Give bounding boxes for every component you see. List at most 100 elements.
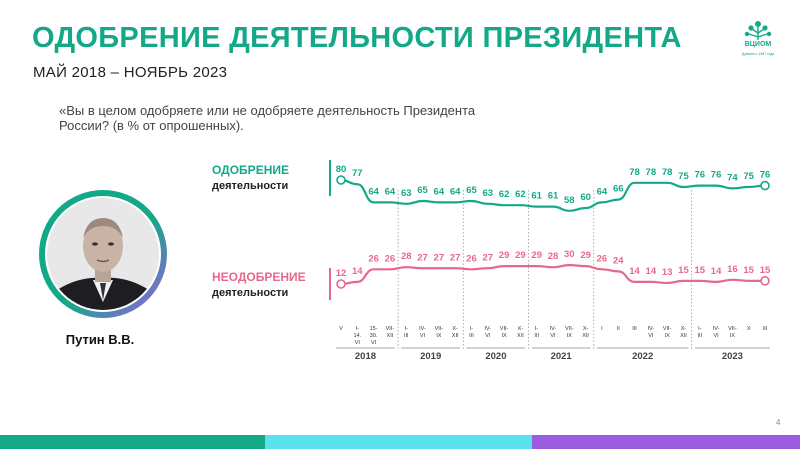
data-label: 26 — [466, 253, 477, 264]
data-label: 30 — [564, 249, 575, 260]
data-label: 64 — [434, 186, 445, 197]
data-label: 62 — [515, 189, 526, 200]
data-label: 64 — [450, 186, 461, 197]
page-number: 4 — [776, 418, 781, 427]
portrait-photo — [39, 190, 167, 318]
x-tick-label: X — [747, 326, 751, 332]
x-tick-label: I-III — [469, 326, 474, 339]
x-tick-label: IV-VI — [550, 326, 557, 339]
footer-bar-purple — [532, 435, 800, 449]
series-line-0 — [340, 178, 766, 212]
data-label: 64 — [368, 186, 379, 197]
data-label: 15 — [743, 265, 754, 276]
x-tick-label: II — [617, 326, 621, 332]
x-tick-label: X-XII — [517, 326, 524, 339]
approval-sublabel: деятельности — [212, 180, 289, 192]
data-label: 65 — [466, 185, 477, 196]
data-label: 76 — [760, 170, 771, 181]
x-tick-label: X-XII — [452, 326, 459, 339]
data-label: 14 — [646, 266, 657, 277]
person-name: Путин В.В. — [65, 332, 135, 347]
data-label: 58 — [564, 195, 575, 206]
data-label: 12 — [336, 268, 347, 279]
x-tick-label: VII-IX — [728, 326, 737, 339]
data-label: 60 — [580, 192, 591, 203]
series-start-point-1 — [336, 279, 346, 289]
data-label: 14 — [711, 266, 722, 277]
footer-bar-teal — [0, 435, 265, 449]
logo-name: ВЦИОМ — [744, 41, 772, 48]
data-label: 27 — [434, 252, 445, 263]
data-label: 77 — [352, 168, 363, 179]
data-label: 78 — [646, 167, 657, 178]
data-label: 26 — [597, 253, 608, 264]
year-label: 2019 — [420, 351, 441, 362]
data-label: 24 — [613, 255, 624, 266]
x-tick-label: I-III — [534, 326, 539, 339]
data-label: 76 — [711, 170, 722, 181]
x-tick-label: VII-XII — [386, 326, 395, 339]
year-label: 2020 — [485, 351, 506, 362]
x-tick-label: VII-IX — [435, 326, 444, 339]
year-label: 2021 — [551, 351, 573, 362]
data-label: 14 — [629, 266, 640, 277]
disapproval-label: НЕОДОБРЕНИЕ — [212, 270, 306, 284]
x-tick-label: IV-VI — [647, 326, 654, 339]
footer-bar-cyan — [265, 435, 532, 449]
data-label: 27 — [450, 252, 461, 263]
x-tick-label: IV-VI — [419, 326, 426, 339]
data-label: 27 — [482, 252, 493, 263]
data-label: 76 — [694, 170, 705, 181]
data-label: 63 — [401, 188, 412, 199]
data-label: 61 — [548, 191, 559, 202]
year-label: 2022 — [632, 351, 653, 362]
x-tick-label: I-III — [697, 326, 702, 339]
disapproval-sublabel: деятельности — [212, 287, 289, 299]
x-tick-label: V — [339, 326, 343, 332]
data-label: 64 — [597, 186, 608, 197]
survey-question: «Вы в целом одобряете или не одобряете д… — [59, 103, 476, 133]
data-label: 14 — [352, 266, 363, 277]
data-label: 26 — [368, 253, 379, 264]
date-range-subtitle: МАЙ 2018 – НОЯБРЬ 2023 — [33, 64, 228, 81]
series-end-point-0 — [760, 180, 770, 191]
data-label: 63 — [482, 188, 493, 199]
data-label: 15 — [760, 265, 771, 276]
series-end-point-1 — [760, 276, 770, 286]
x-tick-label: I-14. VI — [353, 326, 361, 346]
x-tick-label: VII-IX — [565, 326, 574, 339]
data-label: 64 — [385, 186, 396, 197]
approval-label: ОДОБРЕНИЕ — [212, 163, 289, 177]
x-tick-label: VII-IX — [663, 326, 672, 339]
x-tick-label: XI — [762, 326, 768, 332]
series-line-1 — [340, 263, 765, 286]
data-label: 15 — [678, 265, 689, 276]
data-label: 29 — [580, 250, 591, 261]
data-label: 78 — [629, 167, 640, 178]
data-label: 26 — [385, 253, 396, 264]
x-tick-label: I-III — [404, 326, 409, 339]
data-label: 27 — [417, 252, 428, 263]
data-label: 75 — [743, 171, 754, 182]
x-tick-label: IV-VI — [484, 326, 491, 339]
x-tick-label: X-XII — [680, 326, 687, 339]
data-label: 78 — [662, 167, 673, 178]
year-label: 2018 — [355, 351, 376, 362]
data-label: 75 — [678, 171, 689, 182]
data-label: 74 — [727, 172, 738, 183]
page-title: ОДОБРЕНИЕ ДЕЯТЕЛЬНОСТИ ПРЕЗИДЕНТА — [32, 22, 682, 54]
data-label: 28 — [548, 251, 559, 262]
data-label: 65 — [417, 185, 428, 196]
x-tick-label: I — [601, 326, 603, 332]
data-label: 16 — [727, 264, 738, 275]
series-start-point-0 — [336, 175, 346, 185]
data-label: 61 — [531, 191, 542, 202]
data-label: 29 — [515, 250, 526, 261]
data-label: 13 — [662, 267, 673, 278]
x-tick-label: IV-VI — [713, 326, 720, 339]
data-label: 15 — [694, 265, 705, 276]
data-label: 62 — [499, 189, 510, 200]
x-tick-label: X-XII — [582, 326, 589, 339]
x-tick-label: VII-IX — [500, 326, 509, 339]
x-tick-label: 15-30. VI — [370, 326, 378, 346]
